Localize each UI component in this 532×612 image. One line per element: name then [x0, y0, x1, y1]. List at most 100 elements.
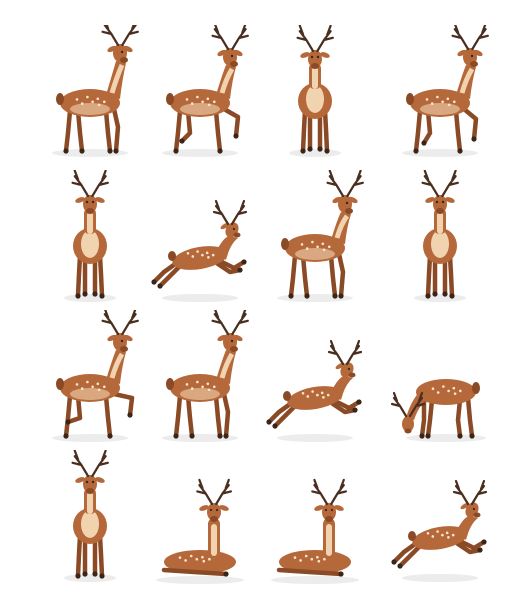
deer-belly [295, 248, 335, 260]
antler-right [345, 339, 363, 366]
deer-spot [196, 250, 199, 253]
deer-spot [316, 245, 319, 249]
deer-figure [151, 199, 248, 302]
deer-eye [85, 480, 89, 484]
deer-leg [75, 533, 83, 579]
deer-throat [109, 64, 125, 94]
deer-figure [162, 25, 249, 157]
antler-right [330, 478, 347, 506]
deer-leg [111, 106, 121, 154]
deer-hoof [432, 291, 438, 297]
deer-hoof [75, 573, 81, 579]
antler-left [327, 339, 345, 366]
deer-muzzle [210, 516, 218, 522]
deer-hoof [113, 148, 119, 154]
deer-hoof [63, 148, 69, 154]
deer-ear [314, 505, 324, 511]
deer-group [390, 379, 486, 442]
deer-spot [75, 383, 79, 386]
deer-ear [425, 197, 435, 203]
deer-leg [213, 393, 223, 439]
deer-hoof [324, 148, 330, 154]
deer-spot [91, 385, 94, 389]
deer-spot [316, 555, 319, 559]
antler-right [215, 478, 232, 506]
deer-hoof [107, 433, 113, 439]
deer-spot [86, 95, 89, 99]
deer-hoof [421, 140, 427, 146]
deer-spot [431, 535, 435, 538]
deer-leg [75, 108, 85, 154]
deer-hoof [223, 433, 229, 439]
deer-spot [186, 252, 190, 255]
deer-belly [180, 388, 220, 400]
deer-spot [96, 97, 100, 101]
deer-hoof [356, 399, 362, 405]
deer-group [151, 199, 248, 302]
deer-leg [288, 253, 298, 299]
antler-right [316, 25, 334, 53]
antler-right [230, 199, 248, 226]
deer-group [52, 25, 139, 157]
deer-spot [321, 242, 325, 246]
ground-shadow [64, 574, 116, 582]
deer-head [207, 503, 221, 521]
ground-shadow [402, 574, 478, 582]
deer-eye [316, 55, 320, 59]
deer-head [322, 503, 336, 521]
deer-hoof [481, 539, 487, 545]
deer-neck [331, 376, 353, 400]
deer-leg [173, 393, 183, 439]
deer-eye [435, 200, 439, 204]
deer-hoof [107, 148, 113, 154]
deer-group [162, 310, 249, 442]
deer-spot [447, 536, 450, 539]
deer-muzzle [311, 63, 319, 69]
deer-ear [75, 197, 85, 203]
deer-leg [391, 539, 421, 565]
deer-muzzle [473, 512, 481, 518]
deer-standing-side-looking-back [255, 170, 375, 310]
deer-muzzle [86, 208, 94, 214]
deer-figure [277, 170, 364, 302]
deer-leg [185, 393, 195, 439]
deer-spot [459, 389, 462, 393]
deer-muzzle [120, 57, 128, 63]
deer-standing-front-right [380, 170, 500, 310]
deer-spot [196, 95, 199, 99]
deer-ear [348, 196, 358, 204]
deer-throat [312, 67, 318, 89]
deer-muzzle [86, 488, 94, 494]
deer-leg [221, 106, 241, 139]
deer-hoof [92, 291, 98, 297]
deer-ear [107, 45, 117, 53]
deer-eye [345, 201, 349, 205]
deer-leg [151, 259, 181, 285]
deer-head [83, 195, 97, 213]
deer-tail [56, 93, 64, 105]
deer-tail [472, 382, 480, 394]
deer-muzzle [404, 428, 412, 434]
deer-spot [301, 392, 305, 395]
deer-spot [185, 98, 189, 101]
deer-group [52, 310, 139, 442]
deer-hoof [469, 433, 475, 439]
deer-hoof [179, 138, 185, 144]
deer-hoof [151, 279, 157, 285]
deer-body [412, 526, 468, 550]
deer-hoof [237, 267, 243, 273]
deer-lying-down [140, 450, 260, 590]
deer-group [402, 25, 489, 157]
deer-spot [201, 253, 204, 257]
deer-spot [195, 557, 199, 561]
deer-standing-side-head-up [30, 25, 150, 165]
deer-figure [52, 25, 139, 157]
deer-spot [178, 556, 182, 559]
antler-right [470, 479, 488, 506]
deer-tail [283, 391, 291, 401]
deer-hoof [217, 433, 223, 439]
deer-eye [91, 480, 95, 484]
deer-leg [63, 393, 73, 439]
deer-tail [281, 238, 289, 250]
deer-spot [442, 385, 445, 388]
